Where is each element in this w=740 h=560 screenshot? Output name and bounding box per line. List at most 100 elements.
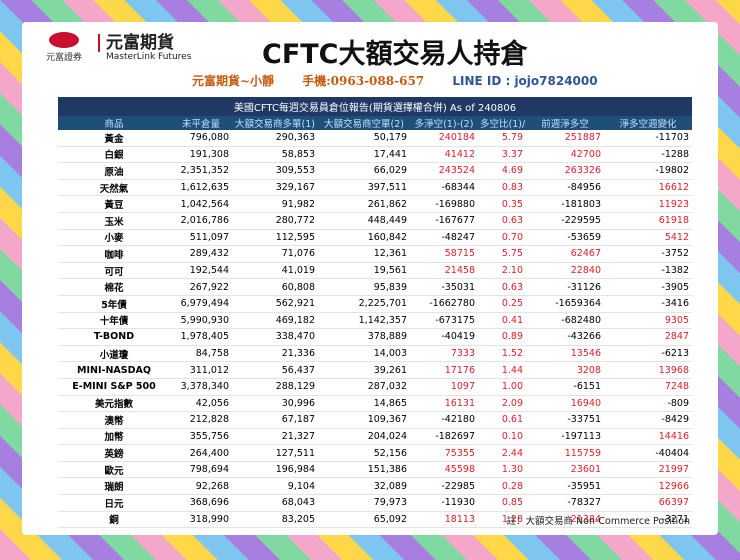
cell: 0.85 — [478, 494, 526, 512]
cell: 368,696 — [170, 494, 232, 512]
cell: 192,544 — [170, 262, 232, 280]
cell: -42180 — [410, 411, 478, 429]
cell: 798,694 — [170, 461, 232, 479]
table: 美國CFTC每週交易員倉位報告(期貨選擇權合併) As of 240806 商品… — [58, 97, 692, 529]
cell: 318,990 — [170, 511, 232, 529]
cell: -53659 — [526, 229, 604, 247]
cell: 151,386 — [318, 461, 410, 479]
cell: 66,029 — [318, 162, 410, 180]
cell: 469,182 — [232, 312, 318, 330]
cell: 1,612,635 — [170, 179, 232, 197]
column-header: 多空比(1)/(2) — [478, 116, 526, 130]
cell: 95,839 — [318, 278, 410, 296]
table-row: 十年債 5,990,930 469,182 1,142,357 -673175 0.41-… — [58, 312, 692, 330]
logo-name: 元富期貨 — [98, 33, 191, 52]
cell: 309,553 — [232, 162, 318, 180]
cell: 18113 — [410, 511, 478, 529]
cell: 115759 — [526, 444, 604, 462]
table-caption: 美國CFTC每週交易員倉位報告(期貨選擇權合併) As of 240806 — [58, 97, 692, 116]
row-label: 日元 — [58, 494, 170, 512]
row-label: 白銀 — [58, 146, 170, 164]
cell: 16612 — [604, 179, 692, 197]
cell: 16940 — [526, 395, 604, 413]
table-row: 小麥 511,097 112,595 160,842 -48247 0.70 -53659 5… — [58, 229, 692, 247]
cell: 12,361 — [318, 245, 410, 263]
row-label: 黃豆 — [58, 195, 170, 213]
cell: -1382 — [604, 262, 692, 280]
cell: -78327 — [526, 494, 604, 512]
cell: -6213 — [604, 345, 692, 363]
cell: 4.69 — [478, 162, 526, 180]
row-label: 原油 — [58, 162, 170, 180]
cell: -167677 — [410, 212, 478, 230]
table-row: 白銀 191,308 58,853 17,441 41412 3.37 42700 -1288 — [58, 146, 692, 164]
cell: 311,012 — [170, 361, 232, 379]
cell: 17,441 — [318, 146, 410, 164]
contact-line: LINE ID : jojo7824000 — [452, 74, 598, 88]
cell: 191,308 — [170, 146, 232, 164]
table-row: 瑞朗 92,268 9,104 32,089 -22985 0.28 -35951 12966 — [58, 477, 692, 496]
row-label: T-BOND — [58, 328, 170, 346]
header-row: 商品 未平倉量 大額交易商多單(1) 大額交易商空單(2) 多淨空(1)-(2) 多空比(… — [58, 116, 692, 130]
row-label: 美元指數 — [58, 395, 170, 413]
cell: 30,996 — [232, 395, 318, 413]
table-row: 咖啡 289,432 71,076 12,361 58715 5.75 62467 -3752 — [58, 245, 692, 263]
cell: 32,089 — [318, 477, 410, 496]
cell: -33751 — [526, 411, 604, 429]
row-label: 5年債 — [58, 295, 170, 313]
table-row: 英鎊 264,400 127,511 52,156 75355 2.44 115759 -40… — [58, 444, 692, 462]
row-label: 小道瓊 — [58, 345, 170, 363]
row-label: 天然氣 — [58, 179, 170, 197]
cell: 562,921 — [232, 295, 318, 313]
cell: 83,205 — [232, 511, 318, 529]
cell: 45598 — [410, 461, 478, 479]
table-body: 黃金 796,080 290,363 50,179 240184 5.79 251887 -1… — [58, 130, 692, 529]
table-row: 銅 318,990 83,205 65,092 18113 1.28 21384 -3271 — [58, 511, 692, 529]
cell: -11703 — [604, 130, 692, 147]
cell: 2,351,352 — [170, 162, 232, 180]
cell: 5412 — [604, 229, 692, 247]
cell: 212,828 — [170, 411, 232, 429]
cell: 2847 — [604, 328, 692, 346]
cell: 3.37 — [478, 146, 526, 164]
cell: 67,187 — [232, 411, 318, 429]
cell: 267,922 — [170, 278, 232, 296]
cell: 66397 — [604, 494, 692, 512]
cell: 0.28 — [478, 477, 526, 496]
cell: 240184 — [410, 130, 478, 147]
cell: 196,984 — [232, 461, 318, 479]
cell: 14,865 — [318, 395, 410, 413]
cell: -84956 — [526, 179, 604, 197]
cell: 0.25 — [478, 295, 526, 313]
cell: -3905 — [604, 278, 692, 296]
cell: 2,225,701 — [318, 295, 410, 313]
cell: 1.00 — [478, 378, 526, 396]
cell: 21,336 — [232, 345, 318, 363]
cell: 243524 — [410, 162, 478, 180]
cell: 9305 — [604, 312, 692, 330]
cell: 12966 — [604, 477, 692, 496]
row-label: 小麥 — [58, 229, 170, 247]
cell: -43266 — [526, 328, 604, 346]
cell: 17176 — [410, 361, 478, 379]
column-header: 大額交易商多單(1) — [232, 116, 318, 130]
cell: 329,167 — [232, 179, 318, 197]
cell: -35031 — [410, 278, 478, 296]
logo-mark: 元富證券 — [45, 53, 82, 63]
cell: -229595 — [526, 212, 604, 230]
cell: 3,378,340 — [170, 378, 232, 396]
cell: 261,862 — [318, 195, 410, 213]
cell: 91,982 — [232, 195, 318, 213]
cell: 290,363 — [232, 130, 318, 147]
cell: 280,772 — [232, 212, 318, 230]
cell: 50,179 — [318, 130, 410, 147]
row-label: 十年債 — [58, 312, 170, 330]
cell: 251887 — [526, 130, 604, 147]
cell: 71,076 — [232, 245, 318, 263]
cell: 0.89 — [478, 328, 526, 346]
row-label: 歐元 — [58, 461, 170, 479]
cell: -48247 — [410, 229, 478, 247]
cell: 41412 — [410, 146, 478, 164]
cell: 19,561 — [318, 262, 410, 280]
row-label: 加幣 — [58, 428, 170, 446]
